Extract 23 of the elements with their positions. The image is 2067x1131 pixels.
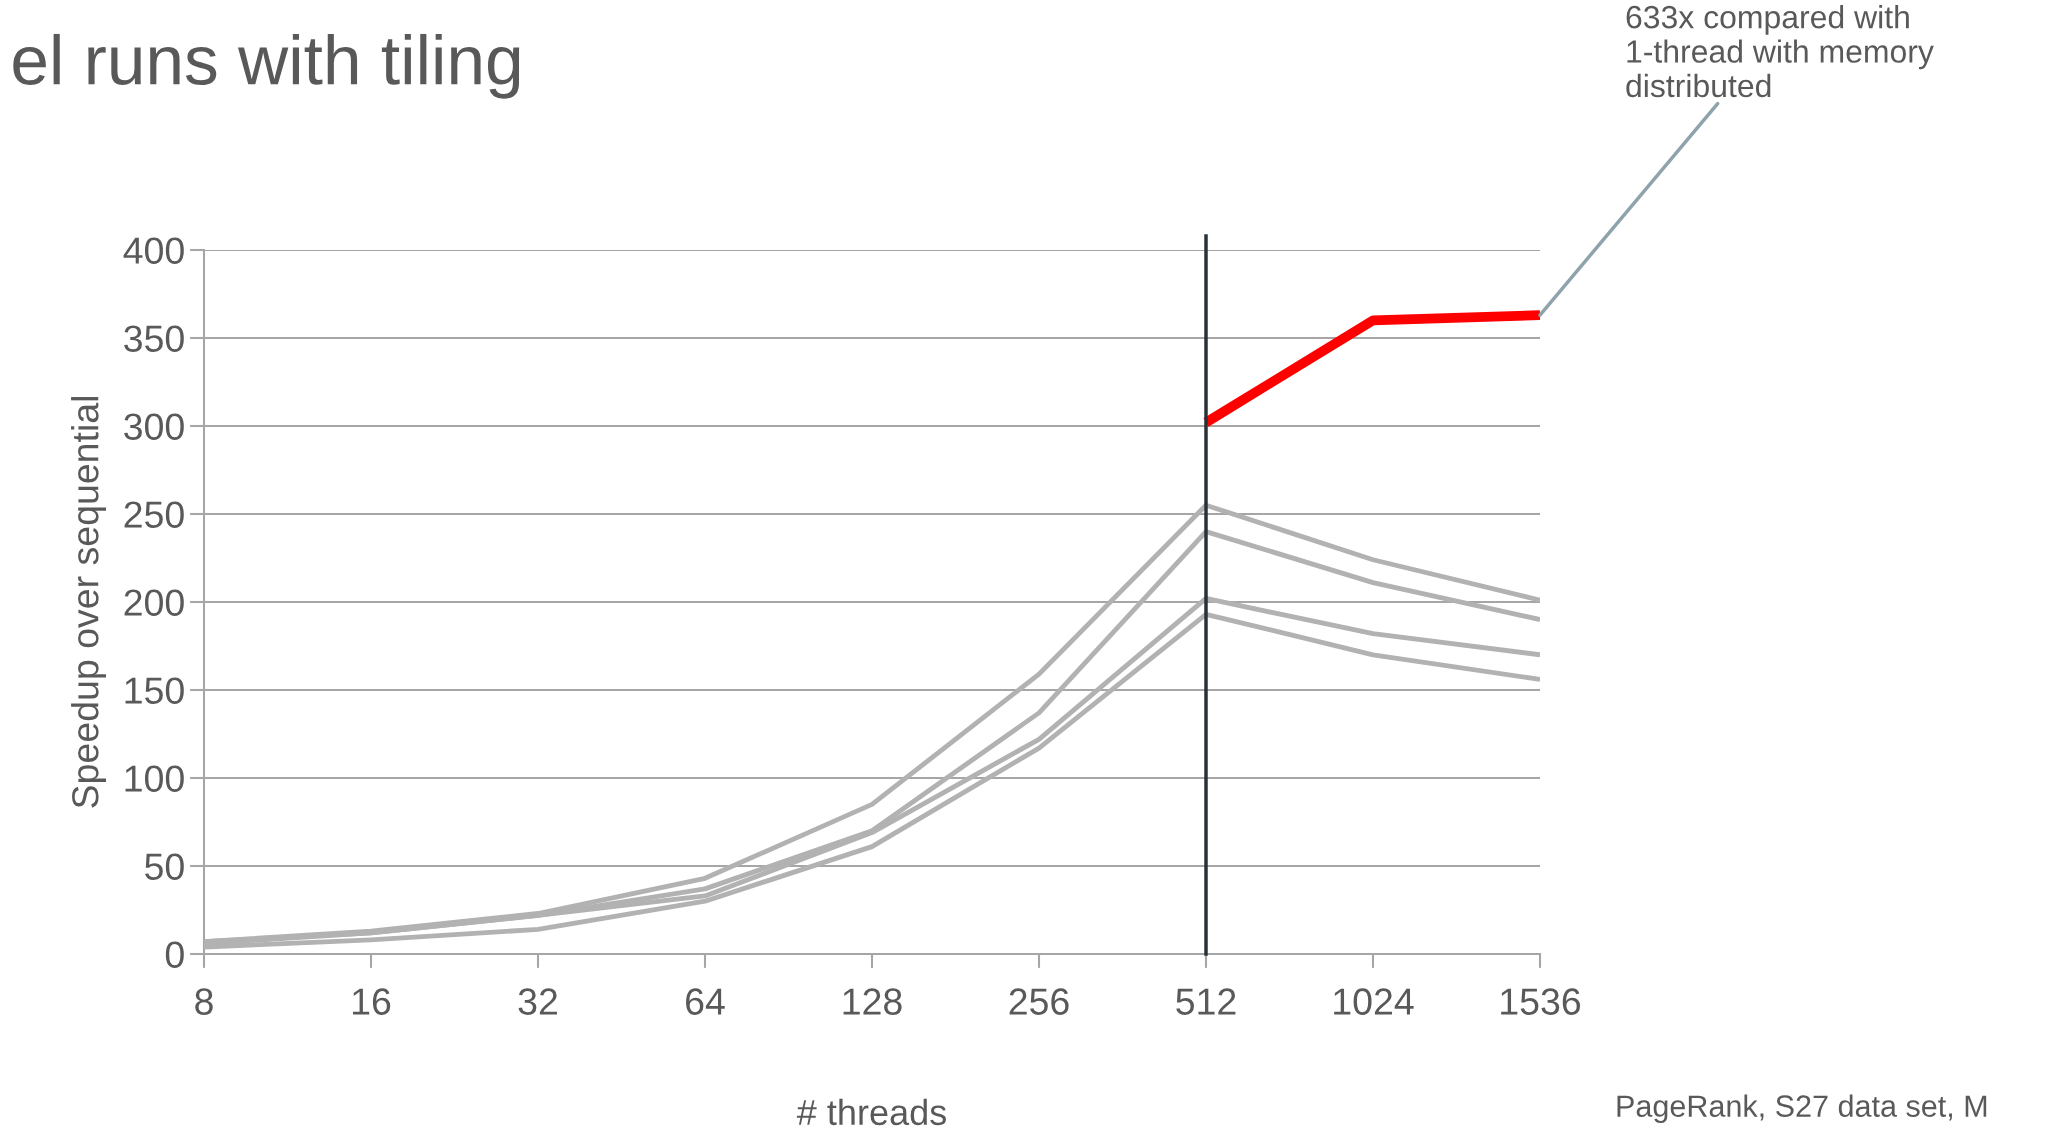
chart-title: el runs with tiling xyxy=(13,33,520,99)
y-tick-label: 350 xyxy=(124,325,184,352)
y-tick-label: 50 xyxy=(145,853,184,880)
annotation: 633x compared with 1-thread with memory distributed xyxy=(1626,5,1934,98)
x-tick-label: 1536 xyxy=(1501,988,1581,1015)
x-tick-label: 256 xyxy=(1009,988,1069,1015)
x-tick-label: 512 xyxy=(1176,988,1236,1015)
x-tick-label: 8 xyxy=(195,988,213,1015)
y-tick-label: 100 xyxy=(125,765,184,792)
y-tick-label: 0 xyxy=(165,941,184,968)
y-tick-label: 200 xyxy=(124,589,184,616)
x-tick-label: 16 xyxy=(353,988,391,1015)
y-tick-label: 400 xyxy=(123,237,184,264)
x-axis-title: # threads xyxy=(796,1098,946,1126)
y-tick-label: 300 xyxy=(124,413,184,440)
text: PageRank, S27 data set, M xyxy=(1617,1094,1987,1123)
x-tick-label: 128 xyxy=(843,988,902,1015)
x-tick-label: 32 xyxy=(518,988,557,1015)
y-axis-title: Speedup over sequential xyxy=(71,397,107,808)
x-tick-label: 1024 xyxy=(1334,988,1414,1015)
y-tick-label: 250 xyxy=(124,501,184,528)
y-tick-label: 150 xyxy=(125,677,184,704)
x-tick-label: 64 xyxy=(686,988,725,1015)
